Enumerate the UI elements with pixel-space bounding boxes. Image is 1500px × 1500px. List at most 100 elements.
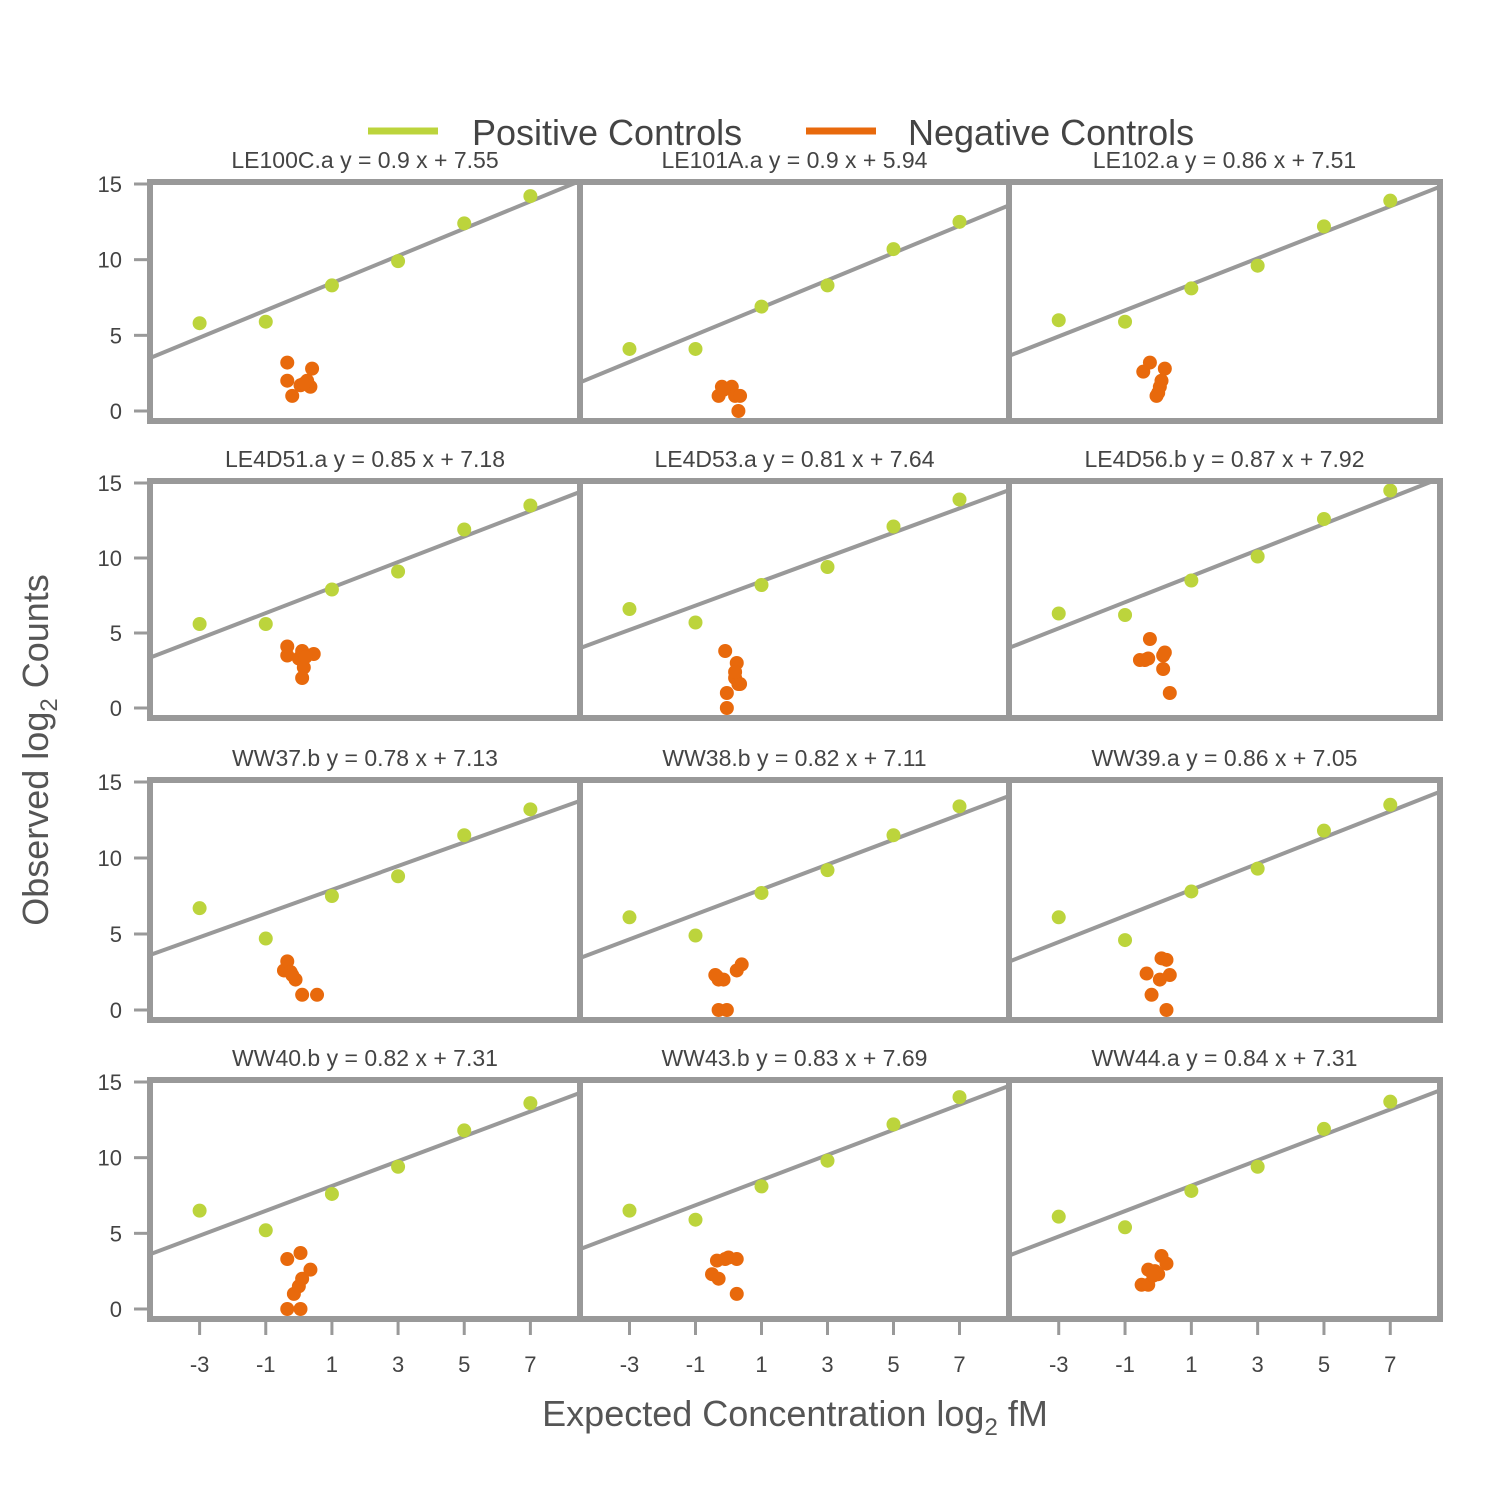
positive-control-point: [952, 799, 967, 814]
panel-9: WW39.a y = 0.86 x + 7.05: [1006, 745, 1443, 1023]
negative-control-point: [729, 1252, 744, 1267]
y-tick-label: 10: [98, 546, 122, 571]
negative-control-point: [1159, 1256, 1174, 1271]
regression-line: [580, 488, 1009, 650]
positive-control-point: [1383, 1094, 1398, 1109]
positive-control-point: [886, 519, 901, 534]
regression-line: [1009, 481, 1439, 650]
panel-title: WW39.a y = 0.86 x + 7.05: [1092, 745, 1358, 771]
y-tick-label: 15: [98, 1070, 122, 1095]
legend-negative-label: Negative Controls: [908, 112, 1194, 153]
positive-control-point: [622, 910, 637, 925]
panel-frame: [1006, 1077, 1443, 1322]
panel-5: LE4D53.a y = 0.81 x + 7.64: [577, 446, 1012, 721]
negative-control-point: [1154, 373, 1169, 388]
negative-control-point: [729, 1286, 744, 1301]
negative-control-point: [719, 1003, 734, 1017]
panel-frame: [577, 1077, 1012, 1322]
negative-control-point: [1157, 645, 1172, 660]
negative-control-point: [733, 388, 748, 403]
y-tick-label: 10: [98, 248, 122, 273]
positive-control-point: [1250, 549, 1265, 564]
positive-control-point: [192, 316, 207, 331]
positive-control-point: [1184, 1183, 1199, 1198]
positive-control-point: [688, 615, 703, 630]
positive-control-point: [820, 1153, 835, 1168]
x-tick-label: -3: [620, 1352, 640, 1377]
negative-control-point: [298, 650, 313, 664]
regression-line: [1009, 789, 1440, 964]
positive-control-point: [886, 828, 901, 843]
panel-title: LE102.a y = 0.86 x + 7.51: [1093, 147, 1356, 173]
x-tick-label: 7: [953, 1352, 965, 1377]
positive-control-point: [622, 602, 637, 616]
x-tick-label: 3: [821, 1352, 833, 1377]
y-axis-title-subscript: 2: [36, 698, 63, 711]
panel-10: WW40.b y = 0.82 x + 7.31 0 5 10 15 -3 -1 1 3 5 7: [98, 1045, 583, 1377]
y-tick-label: 5: [110, 1221, 122, 1246]
positive-control-point: [688, 928, 703, 943]
negative-control-point: [711, 1271, 726, 1286]
positive-control-point: [952, 492, 967, 507]
panel-2: LE101A.a y = 0.9 x + 5.94: [577, 147, 1012, 424]
positive-control-point: [324, 278, 339, 293]
panel-frame: [1006, 478, 1443, 721]
panel-grid: LE100C.a y = 0.9 x + 7.55051015LE101A.a …: [98, 147, 1443, 1377]
positive-control-point: [820, 560, 835, 574]
panel-title: WW43.b y = 0.83 x + 7.69: [662, 1045, 928, 1071]
positive-control-point: [886, 1117, 901, 1132]
negative-control-point: [1139, 966, 1154, 981]
positive-control-point: [622, 1203, 637, 1218]
x-tick-label: 5: [1318, 1352, 1330, 1377]
positive-control-point: [258, 931, 273, 946]
panel-frame: [147, 777, 583, 1023]
negative-control-point: [285, 968, 300, 983]
negative-control-point: [293, 1246, 308, 1261]
regression-line: [150, 182, 580, 360]
x-tick-label: 5: [887, 1352, 899, 1377]
positive-control-point: [523, 1096, 538, 1111]
positive-control-point: [1118, 933, 1133, 948]
x-axis-title-main: Expected Concentration log: [542, 1393, 984, 1434]
panel-title: LE100C.a y = 0.9 x + 7.55: [231, 147, 498, 173]
y-tick-label: 10: [98, 1146, 122, 1171]
x-tick-label: 3: [1252, 1352, 1264, 1377]
positive-control-point: [192, 1203, 207, 1218]
negative-control-point: [1159, 952, 1174, 967]
y-tick-label: 5: [110, 922, 122, 947]
regression-line: [580, 1083, 1009, 1252]
negative-control-point: [1156, 662, 1171, 676]
positive-control-point: [886, 242, 901, 257]
regression-line: [580, 203, 1009, 385]
positive-control-point: [1184, 281, 1199, 296]
panel-7: WW37.b y = 0.78 x + 7.13 0 5 10 15: [98, 745, 583, 1023]
positive-control-point: [952, 1090, 967, 1105]
positive-control-point: [457, 216, 472, 231]
positive-control-point: [1184, 884, 1199, 899]
positive-control-point: [1250, 1159, 1265, 1174]
negative-control-point: [303, 1262, 318, 1277]
y-axis-title: Observed log2 Counts: [15, 574, 63, 926]
negative-control-point: [719, 701, 734, 715]
positive-control-point: [324, 582, 339, 597]
positive-control-point: [523, 189, 538, 204]
x-tick-label: -1: [1115, 1352, 1135, 1377]
negative-control-point: [718, 1252, 733, 1267]
x-tick-label: -1: [256, 1352, 276, 1377]
x-tick-label: 3: [392, 1352, 404, 1377]
panel-6: LE4D56.b y = 0.87 x + 7.92: [1006, 446, 1443, 721]
positive-control-point: [1051, 313, 1066, 328]
y-tick-label: 15: [98, 770, 122, 795]
panel-3: LE102.a y = 0.86 x + 7.51: [1006, 147, 1443, 424]
positive-control-point: [258, 314, 273, 329]
positive-control-point: [523, 498, 538, 513]
negative-control-point: [280, 954, 295, 969]
positive-control-point: [258, 617, 273, 631]
y-tick-label: 10: [98, 846, 122, 871]
x-tick-label: 5: [458, 1352, 470, 1377]
positive-control-point: [192, 901, 207, 916]
panel-8: WW38.b y = 0.82 x + 7.11: [577, 745, 1012, 1023]
negative-control-point: [280, 1252, 295, 1267]
negative-control-point: [285, 388, 300, 403]
